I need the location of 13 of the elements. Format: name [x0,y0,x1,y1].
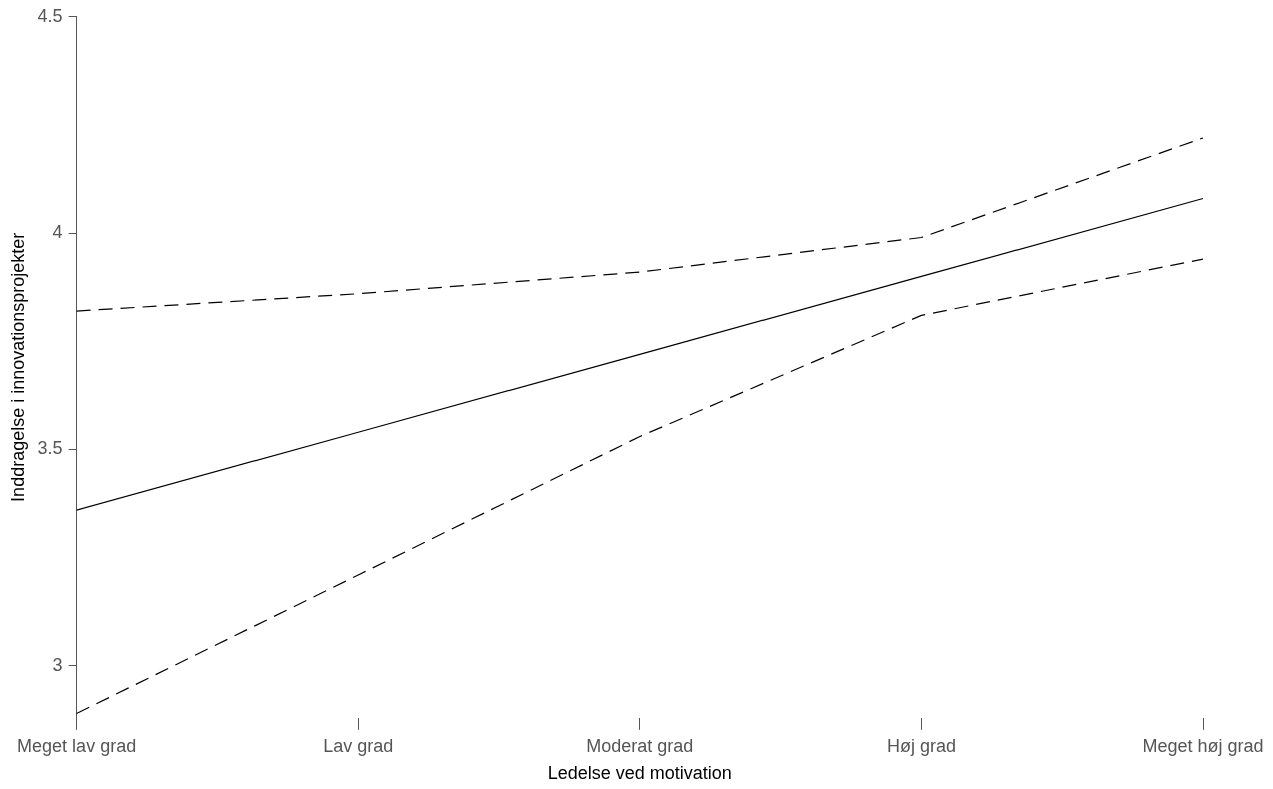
x-tick-label: Meget høj grad [1142,735,1264,756]
x-tick-label: Lav grad [323,735,394,756]
line-series [76,137,1204,312]
x-tick-label: Meget lav grad [17,735,137,756]
y-tick-label: 4.5 [37,5,63,26]
y-tick-label: 3 [52,654,63,675]
y-axis-title: Inddragelse i innovationsprojekter [7,232,28,502]
x-tick-label: Høj grad [886,735,956,756]
y-tick-label: 4 [52,222,63,243]
y-tick-label: 3.5 [37,438,63,459]
x-tick-label: Moderat grad [586,735,694,756]
x-axis-title: Ledelse ved motivation [547,763,732,784]
line-series [76,258,1204,715]
